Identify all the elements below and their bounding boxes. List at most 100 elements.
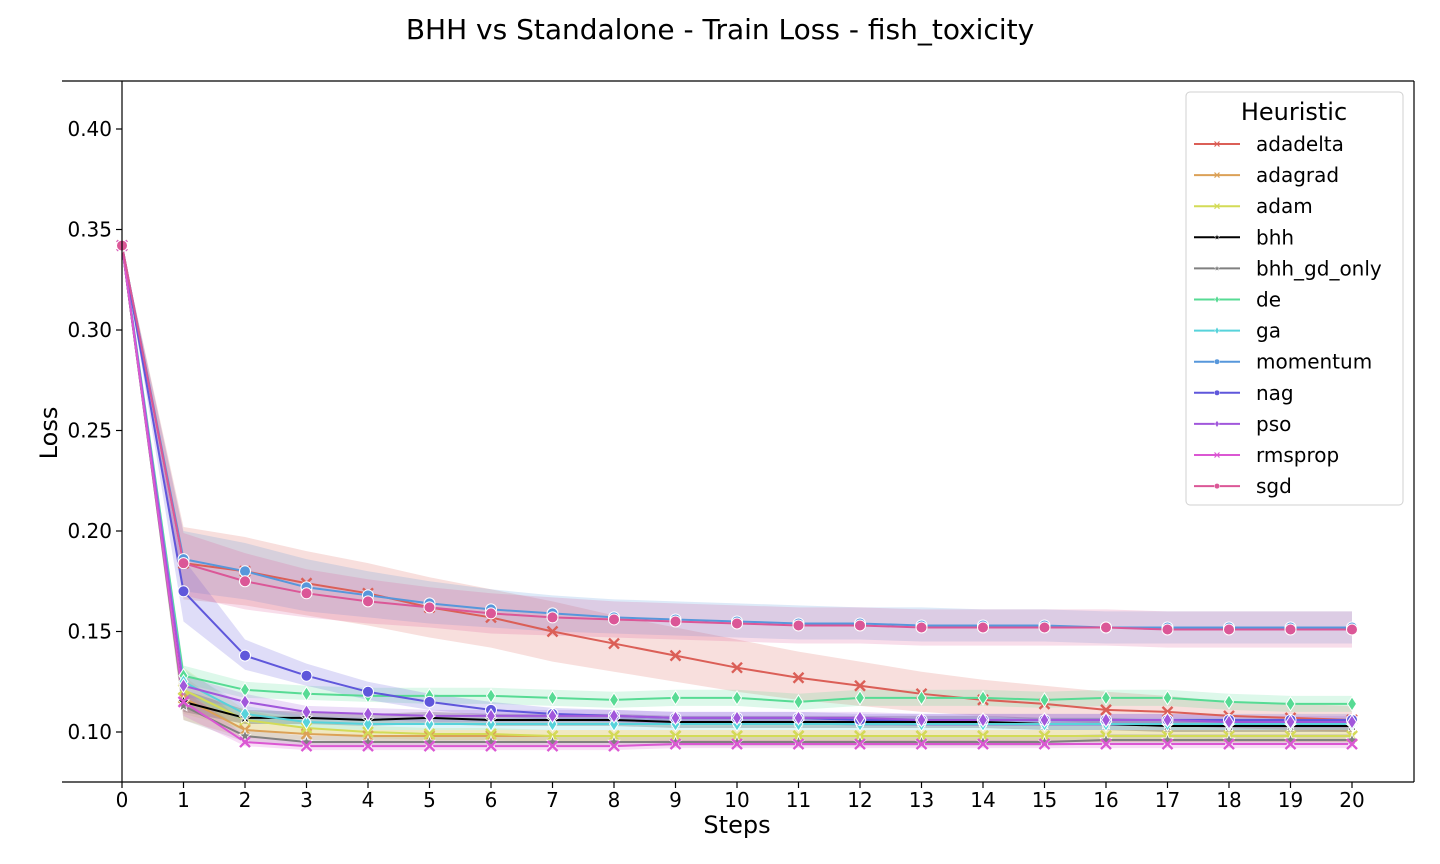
chart-title: BHH vs Standalone - Train Loss - fish_to… bbox=[406, 13, 1034, 46]
x-tick-label: 2 bbox=[239, 788, 252, 812]
x-tick-label: 9 bbox=[669, 788, 682, 812]
series-markers bbox=[115, 237, 1359, 752]
y-axis-ticks: 0.10 0.15 0.20 0.25 0.30 0.35 0.40 bbox=[67, 117, 122, 744]
legend-item-de: de bbox=[1194, 288, 1281, 312]
data-point-ga bbox=[424, 716, 435, 732]
data-point-de bbox=[1100, 689, 1112, 706]
data-point-adadelta bbox=[669, 649, 682, 662]
data-point-de bbox=[1162, 689, 1173, 706]
legend-item-adam: adam bbox=[1194, 194, 1313, 218]
legend-marker-pso bbox=[1214, 419, 1220, 428]
legend-marker-ga bbox=[1214, 326, 1220, 335]
legend-label-rmsprop: rmsprop bbox=[1256, 443, 1339, 467]
data-point-sgd bbox=[1223, 623, 1235, 636]
legend-label-pso: pso bbox=[1256, 412, 1291, 436]
x-tick-label: 5 bbox=[423, 788, 436, 812]
legend-label-ga: ga bbox=[1256, 319, 1281, 343]
data-point-nag bbox=[362, 685, 374, 698]
x-tick-label: 3 bbox=[300, 788, 313, 812]
y-tick-label: 0.25 bbox=[67, 419, 112, 443]
data-point-pso bbox=[178, 677, 189, 694]
data-point-sgd bbox=[1284, 623, 1297, 636]
legend-marker-bhh-gd-only bbox=[1213, 264, 1221, 272]
y-tick-label: 0.20 bbox=[67, 519, 112, 543]
data-point-adadelta bbox=[731, 661, 743, 674]
data-point-ga bbox=[301, 714, 312, 730]
data-point-pso bbox=[854, 710, 866, 726]
data-point-pso bbox=[239, 693, 251, 710]
data-point-pso bbox=[547, 707, 558, 724]
data-point-ga bbox=[547, 716, 558, 732]
data-point-sgd bbox=[977, 621, 989, 634]
data-point-de bbox=[1346, 695, 1358, 712]
data-point-rmsprop bbox=[362, 740, 374, 752]
data-point-pso bbox=[1285, 714, 1296, 730]
data-point-rmsprop bbox=[423, 740, 436, 752]
x-tick-label: 4 bbox=[362, 788, 375, 812]
data-point-bhh-gd-only bbox=[176, 698, 191, 712]
data-point-rmsprop bbox=[977, 738, 989, 750]
data-point-adadelta bbox=[1100, 704, 1112, 716]
data-point-adam bbox=[485, 728, 497, 740]
data-point-rmsprop bbox=[669, 738, 682, 750]
data-point-de bbox=[608, 691, 620, 708]
legend-item-nag: nag bbox=[1194, 381, 1294, 405]
legend-item-adagrad: adagrad bbox=[1194, 163, 1339, 187]
y-axis-label: Loss bbox=[35, 407, 63, 460]
data-point-rmsprop bbox=[485, 740, 497, 752]
data-point-de bbox=[916, 689, 927, 706]
data-point-rmsprop bbox=[792, 738, 805, 750]
data-point-pso bbox=[670, 710, 681, 726]
x-tick-label: 12 bbox=[847, 788, 872, 812]
data-point-adadelta bbox=[792, 671, 805, 684]
legend-item-bhh-gd-only: bhh_gd_only bbox=[1194, 256, 1382, 280]
x-tick-label: 1 bbox=[177, 788, 190, 812]
data-point-pso bbox=[1162, 712, 1173, 728]
data-point-pso bbox=[1100, 712, 1112, 728]
data-point-rmsprop bbox=[1223, 738, 1235, 750]
data-point-pso bbox=[485, 707, 497, 724]
data-point-rmsprop bbox=[1346, 738, 1358, 750]
legend-item-adadelta: adadelta bbox=[1194, 132, 1344, 156]
data-point-rmsprop bbox=[1161, 738, 1174, 750]
y-tick-label: 0.30 bbox=[67, 318, 112, 342]
y-tick-label: 0.40 bbox=[67, 117, 112, 141]
x-axis-ticks: 0 1 2 3 4 5 6 7 8 9 10 11 12 13 14 15 16 17 18 19 20 bbox=[116, 782, 1365, 812]
axes bbox=[62, 80, 1415, 783]
data-point-de bbox=[854, 689, 866, 706]
data-point-sgd bbox=[546, 611, 559, 624]
legend-marker-adagrad bbox=[1214, 172, 1220, 179]
legend-label-adam: adam bbox=[1256, 194, 1313, 218]
legend-label-sgd: sgd bbox=[1256, 474, 1292, 498]
legend-marker-de bbox=[1214, 295, 1220, 304]
legend-title: Heuristic bbox=[1241, 98, 1347, 126]
data-point-pso bbox=[362, 705, 374, 722]
legend-label-de: de bbox=[1256, 288, 1281, 312]
data-point-de bbox=[793, 693, 804, 710]
data-point-rmsprop bbox=[1284, 738, 1297, 750]
legend-marker-bhh bbox=[1213, 233, 1221, 241]
legend-frame bbox=[1185, 91, 1404, 506]
legend-label-bhh: bhh bbox=[1256, 225, 1294, 249]
data-point-de bbox=[977, 689, 989, 706]
data-point-sgd bbox=[1100, 621, 1112, 634]
data-point-nag bbox=[239, 649, 251, 662]
data-point-de bbox=[1223, 693, 1235, 710]
band-sgd bbox=[122, 245, 1352, 648]
legend-label-bhh-gd-only: bhh_gd_only bbox=[1256, 256, 1382, 280]
x-tick-label: 15 bbox=[1032, 788, 1057, 812]
x-tick-label: 20 bbox=[1339, 788, 1364, 812]
legend-label-adadelta: adadelta bbox=[1256, 132, 1344, 156]
x-tick-label: 0 bbox=[116, 788, 129, 812]
legend-item-momentum: momentum bbox=[1194, 350, 1372, 374]
data-point-pso bbox=[793, 710, 804, 726]
x-tick-label: 10 bbox=[724, 788, 749, 812]
data-point-rmsprop bbox=[546, 740, 559, 752]
data-point-sgd bbox=[792, 619, 805, 632]
data-point-pso bbox=[731, 710, 743, 726]
data-point-pso bbox=[1039, 712, 1050, 728]
legend-label-adagrad: adagrad bbox=[1256, 163, 1339, 187]
data-point-sgd bbox=[608, 613, 620, 626]
data-point-bhh-gd-only bbox=[238, 728, 252, 742]
data-point-rmsprop bbox=[731, 738, 743, 750]
